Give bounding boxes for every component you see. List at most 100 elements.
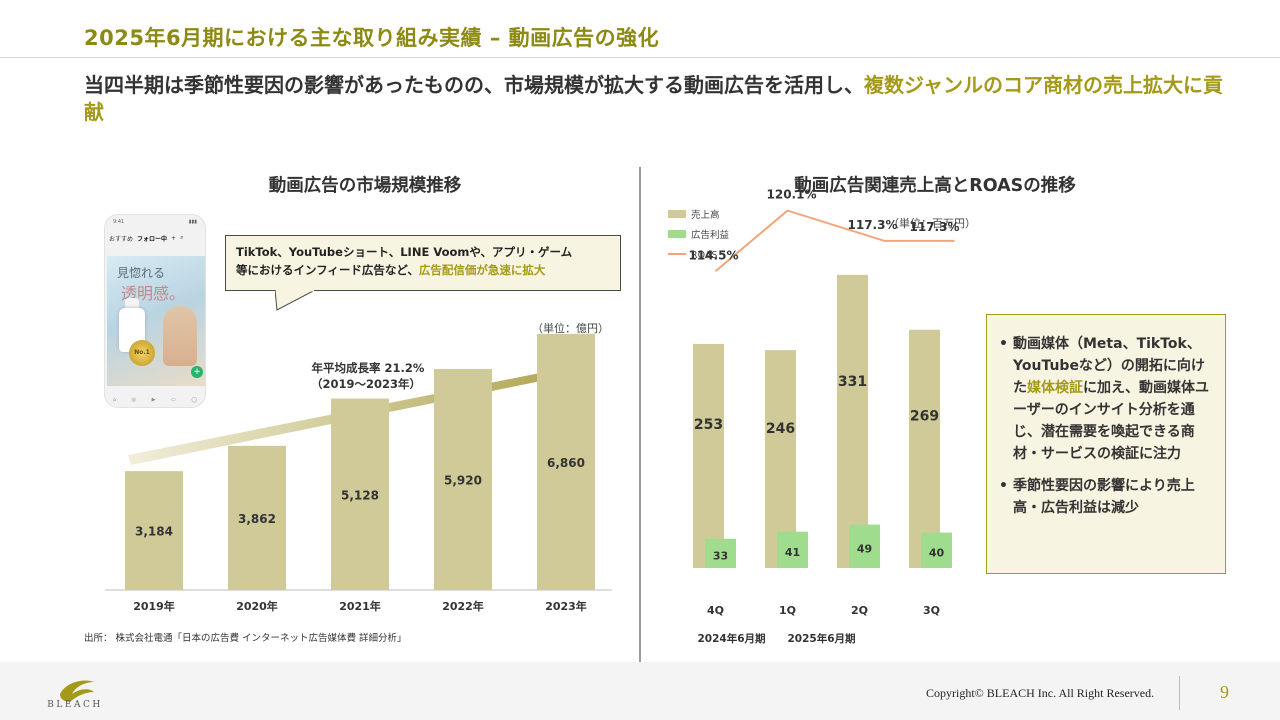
profit-bar-value: 41 [785, 546, 800, 559]
legend-label: ROAS [691, 250, 717, 261]
right-bars: 253 246 331 269 33 41 49 40 [693, 274, 952, 568]
note-1-part-b: に加え、動画媒体ユーザーのインサイト分析を通じ、潜在需要を喚起できる商材・サービ… [1013, 380, 1209, 462]
sales-bar-value: 253 [694, 417, 723, 433]
profit-bar [777, 531, 808, 568]
roas-value-label: 120.1% [767, 188, 817, 202]
right-unit: （単位：百万円） [888, 217, 976, 230]
quarter-label: 3Q [923, 604, 940, 617]
phone-status-bar: 9:41 ▮▮▮ [105, 215, 205, 231]
signal-icon: ▮▮▮ [188, 219, 197, 225]
right-section-title: 動画広告関連売上高とROASの推移 [794, 176, 1076, 196]
profit-bar [921, 532, 952, 568]
quarter-label: 2Q [851, 604, 868, 617]
bleach-logo-icon [60, 680, 94, 702]
home-icon: ⌂ [112, 397, 116, 403]
fiscal-period-label: 2024年6月期 [697, 632, 765, 645]
left-bars: 3,184 2019年 3,862 2020年 5,128 2021年 5,920 2022年… [125, 333, 595, 613]
market-year-label: 2019年 [133, 599, 175, 613]
market-year-label: 2020年 [236, 599, 278, 613]
notes-box: • 動画媒体（Meta、TikTok、YouTubeなど）の開拓に向けた媒体検証… [986, 314, 1226, 574]
market-callout: TikTok、YouTubeショート、LINE Voomや、アプリ・ゲーム 等に… [225, 235, 621, 291]
roas-line [714, 209, 955, 273]
sales-bar [837, 274, 868, 568]
note-item-2: • 季節性要因の影響により売上高・広告利益は減少 [999, 475, 1209, 519]
discover-icon: ◎ [131, 397, 137, 403]
note-1-text: 動画媒体（Meta、TikTok、YouTubeなど）の開拓に向けた媒体検証に加… [1013, 333, 1209, 465]
market-bar [537, 333, 595, 590]
headline: 当四半期は季節性要因の影響があったものの、市場規模が拡大する動画広告を活用し、複… [84, 72, 1224, 126]
phone-tab-recommended: おすすめ [109, 235, 134, 243]
roas-labels: 114.5% 120.1% 117.3% 117.3% [689, 188, 960, 263]
title-divider [0, 57, 1280, 58]
phone-time: 9:41 [113, 219, 125, 225]
logo-text: BLEACH [47, 700, 103, 710]
roas-value-label: 114.5% [689, 248, 739, 262]
note-1-highlight: 媒体検証 [1027, 380, 1083, 396]
legend-label: 売上高 [691, 209, 720, 221]
ad-copy-1: 見惚れる [117, 266, 166, 280]
market-bar [434, 368, 492, 590]
market-bar-value: 5,128 [341, 488, 379, 502]
quarter-label: 4Q [707, 604, 724, 617]
headline-main: 当四半期は季節性要因の影響があったものの、市場規模が拡大する動画広告を活用し、 [84, 73, 864, 97]
page-title: 2025年6月期における主な取り組み実績 – 動画広告の強化 [84, 26, 660, 50]
sales-bar-value: 331 [838, 374, 867, 390]
left-unit: （単位：億円） [532, 322, 609, 335]
copyright: Copyright© BLEACH Inc. All Right Reserve… [926, 686, 1155, 700]
page-number: 9 [1220, 682, 1229, 702]
cagr-period: （2019〜2023年） [311, 377, 421, 391]
plus-icon: + [191, 366, 203, 378]
footer-separator [1179, 676, 1180, 710]
market-year-label: 2022年 [442, 599, 484, 613]
no1-badge: No.1 [129, 340, 155, 366]
profit-bar-value: 40 [929, 546, 945, 559]
right-x-labels: 4Q 1Q 2Q 3Q 2024年6月期 2025年6月期 [697, 604, 940, 645]
callout-line-2: 等におけるインフィード広告など、広告配信価が急速に拡大 [236, 261, 610, 279]
left-section-title: 動画広告の市場規模推移 [268, 176, 462, 196]
search-icon: ⌕ [180, 234, 184, 241]
section-divider [639, 167, 641, 663]
profit-bar-value: 49 [857, 542, 872, 555]
market-bar-value: 6,860 [547, 456, 585, 470]
profit-bar-value: 33 [713, 549, 728, 562]
sales-bar [909, 329, 940, 568]
legend-label: 広告利益 [691, 229, 730, 241]
callout-tail [275, 290, 316, 311]
headline-highlight: 複数ジャンルのコア商材の売上拡大に貢献 [84, 73, 1223, 124]
roas-value-label: 117.3% [910, 220, 960, 234]
market-bar [331, 398, 389, 590]
footer-bar [0, 662, 1280, 720]
video-icon: ▶ [151, 397, 156, 403]
note-1-part-a: 動画媒体（Meta、TikTok、YouTubeなど）の開拓に向けた [1013, 336, 1205, 396]
note-item-1: • 動画媒体（Meta、TikTok、YouTubeなど）の開拓に向けた媒体検証… [999, 333, 1209, 465]
callout-line-1: TikTok、YouTubeショート、LINE Voomや、アプリ・ゲーム [236, 245, 573, 259]
market-size-chart: 年平均成長率 21.2% （2019〜2023年） 3,184 2019年 3,86… [105, 333, 612, 613]
market-bar [228, 445, 286, 590]
roas-value-label: 117.3% [848, 218, 898, 232]
market-bar-value: 3,184 [135, 525, 173, 539]
sales-bar [693, 343, 724, 568]
phone-tab-following: フォロー中 [137, 235, 168, 243]
legend-swatch [668, 230, 686, 238]
market-bar-value: 3,862 [238, 512, 276, 526]
phone-tabs: おすすめ フォロー中 + ⌕ [105, 231, 205, 245]
phone-ad-image: 見惚れる 透明感。 No.1 + [107, 256, 205, 386]
model-figure [163, 306, 197, 366]
bullet-icon: • [999, 478, 1008, 494]
callout-line-2-text: 等におけるインフィード広告など、 [236, 263, 419, 277]
source-note: 出所： 株式会社電通「日本の広告費 インターネット広告媒体費 詳細分析」 [84, 633, 407, 644]
note-2-text: 季節性要因の影響により売上高・広告利益は減少 [1013, 478, 1195, 516]
inbox-icon: ▭ [171, 397, 176, 403]
add-icon: + [171, 234, 177, 242]
callout-highlight: 広告配信価が急速に拡大 [418, 263, 546, 277]
profile-icon: ◯ [191, 397, 198, 403]
market-year-label: 2021年 [339, 599, 381, 613]
profit-bar [705, 538, 736, 568]
market-bar [125, 471, 183, 590]
phone-nav-bar: ⌂ ◎ ▶ ▭ ◯ [105, 391, 205, 407]
fiscal-period-label: 2025年6月期 [787, 632, 855, 645]
bottle-cap-icon [125, 298, 139, 310]
cagr-label: 年平均成長率 21.2% [312, 361, 425, 375]
legend-swatch [668, 210, 686, 218]
